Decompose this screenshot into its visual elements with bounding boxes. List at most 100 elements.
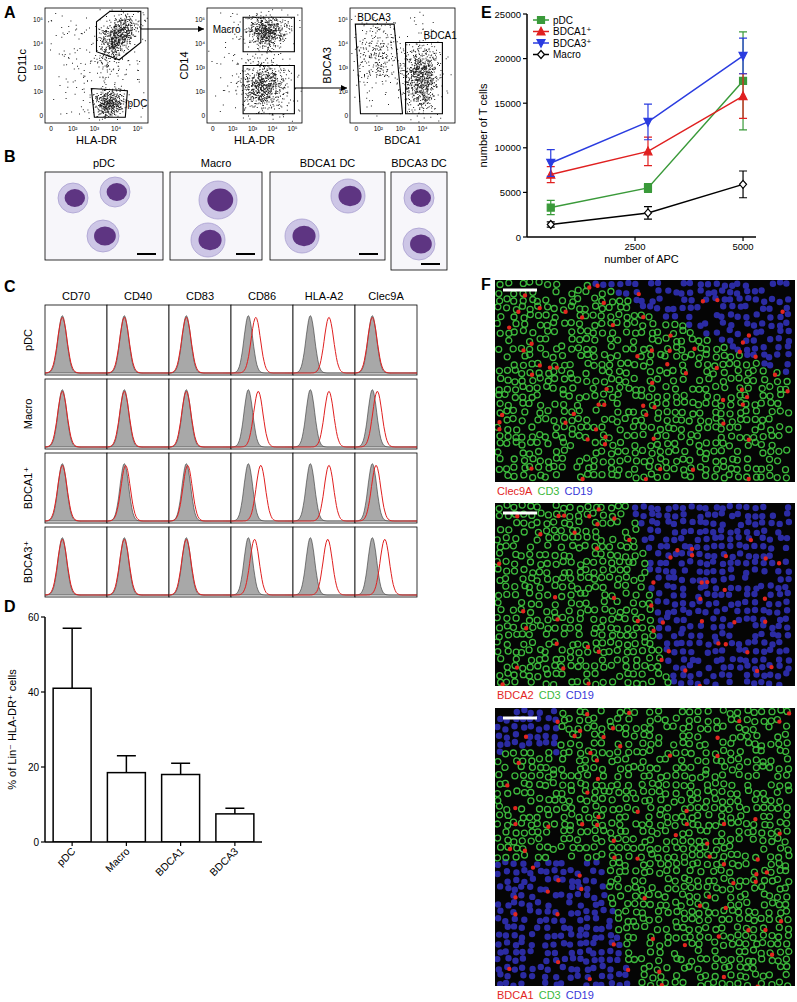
gate — [91, 89, 127, 118]
marker-histogram — [293, 391, 355, 447]
scale-bar — [137, 253, 156, 255]
marker — [644, 209, 651, 217]
stain-cells — [495, 708, 792, 986]
axes: 050001000015000200002500025005000number … — [477, 9, 756, 266]
histogram-frame — [293, 379, 355, 449]
cell — [199, 181, 237, 219]
histogram-frame — [45, 453, 107, 523]
scale-bar — [503, 512, 537, 515]
isotype-histogram — [355, 390, 417, 447]
marker — [644, 147, 652, 155]
histogram-frame — [231, 305, 293, 375]
tick — [41, 691, 45, 692]
histogram-frame — [107, 527, 169, 597]
tick — [41, 841, 45, 842]
column-header: CD40 — [124, 290, 152, 302]
tick-label: 25000 — [495, 9, 521, 20]
y-axis — [526, 14, 528, 237]
histogram-frame — [355, 453, 417, 523]
marker-histogram — [169, 465, 231, 521]
stain-legend: BDCA2CD3CD19 — [497, 689, 594, 701]
gate — [355, 24, 402, 114]
stain-cells — [495, 280, 792, 481]
stain-label: CD3 — [537, 485, 559, 497]
image-label: BDCA3 DC — [391, 157, 447, 169]
tick-label: 10³ — [339, 64, 349, 71]
series — [547, 32, 747, 229]
histogram — [293, 305, 355, 375]
marker-histogram — [45, 391, 107, 447]
nucleus — [338, 186, 361, 206]
y-axis — [44, 617, 46, 842]
error-bar — [739, 38, 747, 74]
gate-label: Macro — [213, 24, 241, 35]
legend-marker — [538, 51, 545, 59]
tick-label: 10² — [374, 125, 384, 132]
axis-label: HLA-DR — [234, 134, 275, 146]
micrograph: BDCA1CD3CD19 — [494, 707, 795, 1001]
tick-label: 10³ — [90, 125, 100, 132]
axis-label: BDCA1 — [384, 134, 421, 146]
marker — [547, 204, 554, 211]
marker-histogram — [45, 465, 107, 521]
series-line — [551, 56, 743, 163]
isotype-histogram — [293, 390, 355, 447]
events — [48, 9, 148, 120]
histogram-frame — [169, 305, 231, 375]
column-header: Clec9A — [368, 290, 404, 302]
panel-letter: F — [481, 276, 491, 293]
error-bar — [644, 104, 652, 140]
tick-label: 10² — [339, 88, 349, 95]
tick-label: 10⁵ — [195, 16, 205, 23]
cytospin: BDCA1 DC — [270, 157, 385, 260]
tick-label: 10² — [228, 125, 238, 132]
histogram — [231, 305, 293, 375]
marker-histogram — [107, 539, 169, 595]
arrow — [141, 29, 204, 30]
legend-marker — [537, 40, 545, 48]
marker-histogram — [355, 466, 417, 522]
marker-histogram — [107, 317, 169, 373]
tick-label: 10² — [34, 88, 44, 95]
error-bar — [225, 808, 244, 814]
column-header: CD83 — [186, 290, 214, 302]
gate-label: BDCA1 — [424, 30, 458, 41]
cytospin: BDCA3 DC — [391, 157, 447, 270]
histogram-frame — [355, 527, 417, 597]
isotype-histogram — [293, 538, 355, 595]
tick — [126, 842, 127, 846]
legend-label: BDCA1⁺ — [553, 26, 592, 37]
image-frame — [391, 172, 447, 270]
bar-chart: 0204060pDCMacroBDCA1BDCA3% of Lin⁻ HLA-D… — [6, 612, 262, 879]
stained-cells — [495, 503, 792, 686]
axis-label: HLA-DR — [76, 134, 117, 146]
tick-label: 10² — [196, 88, 206, 95]
legend-label: BDCA3⁺ — [553, 38, 592, 49]
tick-label: BDCA3 — [207, 845, 240, 878]
panel-letter: E — [481, 4, 492, 21]
micrograph: Clec9ACD3CD19 — [494, 279, 795, 497]
nucleus — [292, 226, 315, 246]
micrograph: BDCA2CD3CD19 — [494, 502, 795, 701]
isotype-histogram — [293, 316, 355, 373]
row-label: BDCA1⁺ — [22, 467, 34, 510]
histogram — [107, 379, 169, 449]
isotype-histogram — [169, 464, 231, 521]
tick-label: 0 — [33, 837, 39, 848]
tick — [523, 192, 527, 193]
nucleus — [107, 183, 127, 201]
histogram — [107, 527, 169, 597]
scale-bar — [359, 253, 378, 255]
cell — [58, 183, 88, 213]
marker-histogram — [45, 539, 107, 595]
axis-label: BDCA3 — [321, 47, 333, 84]
row-label: BDCA3⁺ — [22, 541, 34, 584]
tick-label: 10⁵ — [440, 125, 450, 132]
stain-label: CD19 — [566, 689, 594, 701]
marker-histogram — [107, 465, 169, 521]
tick-label: 0 — [516, 232, 521, 243]
histogram-frame — [293, 527, 355, 597]
error-bar — [117, 756, 136, 773]
isotype-histogram — [169, 390, 231, 447]
histogram-frame — [293, 453, 355, 523]
